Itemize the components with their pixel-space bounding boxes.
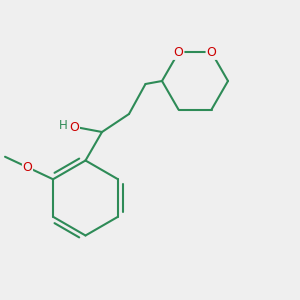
Text: O: O — [207, 46, 216, 59]
Text: O: O — [22, 161, 32, 174]
Text: O: O — [174, 46, 183, 59]
Text: O: O — [70, 121, 79, 134]
Text: H: H — [59, 119, 68, 133]
